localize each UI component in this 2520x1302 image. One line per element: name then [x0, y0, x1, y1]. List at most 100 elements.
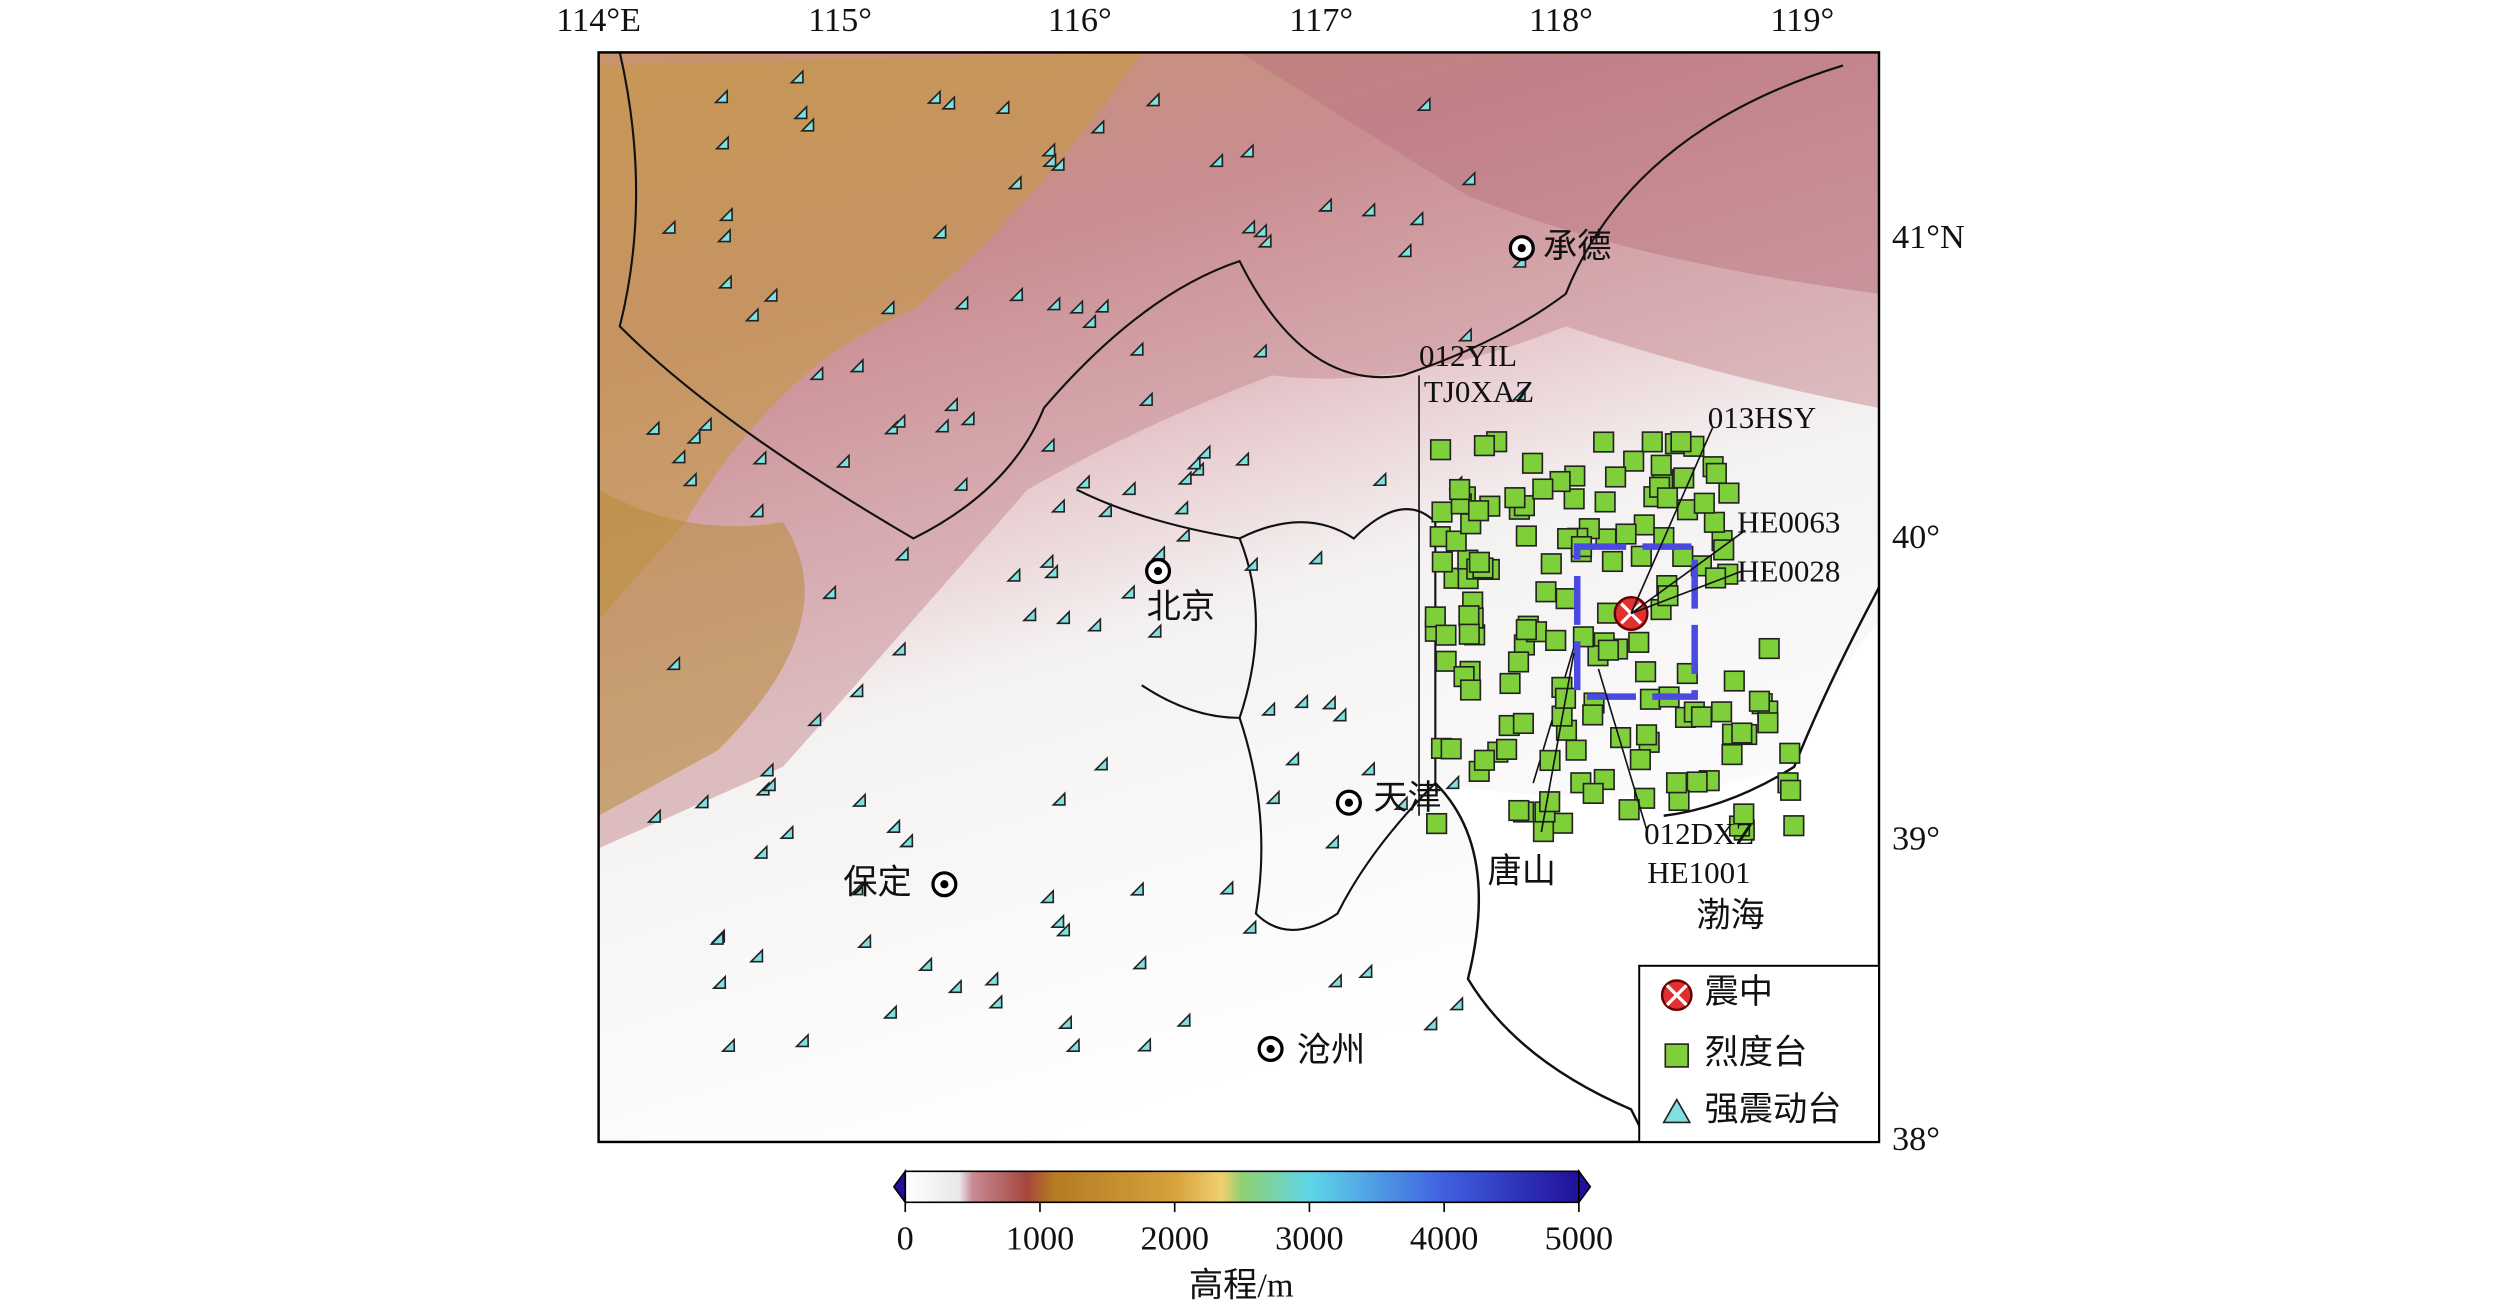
lat-label: 40° [1892, 518, 1940, 556]
intensity-station [1629, 749, 1651, 771]
strong-motion-station [1219, 880, 1234, 895]
intensity-station [1440, 738, 1462, 760]
strong-motion-station [1069, 299, 1084, 314]
intensity-station [1758, 637, 1780, 660]
strong-motion-station [1397, 242, 1412, 258]
strong-motion-station [898, 833, 914, 848]
intensity-station [1610, 727, 1632, 749]
strong-motion-station [761, 776, 776, 792]
strong-motion-station [1075, 474, 1091, 489]
intensity-station [1597, 639, 1619, 661]
intensity-station [1748, 690, 1771, 712]
strong-motion-station [671, 449, 686, 464]
intensity-station [1426, 812, 1448, 835]
strong-motion-station [1086, 617, 1102, 632]
strong-motion-station [1423, 1016, 1438, 1031]
legend-label: 烈度台 [1704, 1033, 1807, 1071]
intensity-station [1650, 454, 1672, 476]
map-frame [597, 51, 1881, 1144]
strong-motion-station [1094, 298, 1109, 313]
intensity-station [1435, 650, 1457, 672]
intensity-station [1445, 530, 1467, 552]
strong-motion-station [748, 948, 764, 963]
intensity-station [1424, 606, 1446, 628]
intensity-station [1593, 431, 1615, 453]
strong-motion-station [856, 933, 872, 948]
intensity-station [1555, 588, 1577, 610]
strong-motion-station [1308, 550, 1323, 565]
strong-motion-station [1051, 791, 1066, 806]
strong-motion-station [1042, 152, 1057, 167]
strong-motion-station [917, 956, 933, 971]
strong-motion-station [789, 69, 804, 84]
intensity-station [1563, 488, 1585, 510]
strong-motion-station [1361, 202, 1376, 217]
strong-motion-station [988, 994, 1003, 1009]
strong-motion-station [1097, 502, 1113, 518]
station-label: 013HSY [1708, 400, 1816, 435]
strong-motion-station [1041, 142, 1056, 157]
strong-motion-station [665, 655, 681, 671]
strong-motion-station [849, 358, 864, 373]
strong-motion-station [1040, 437, 1055, 452]
intensity-station [1721, 743, 1743, 766]
strong-motion-station [1090, 119, 1105, 134]
strong-motion-station [1240, 219, 1256, 234]
strong-motion-station [713, 88, 729, 104]
intensity-station [1473, 749, 1496, 771]
strong-motion-station [1039, 888, 1055, 904]
intensity-station [1515, 619, 1537, 641]
strong-motion-station [849, 682, 864, 698]
intensity-station [1540, 553, 1562, 575]
colorbar-tick-label: 0 [897, 1219, 914, 1257]
lon-label: 114°E [556, 1, 641, 39]
intensity-station [1731, 722, 1753, 744]
strong-motion-station [1057, 1014, 1073, 1030]
strong-motion-station [1043, 563, 1059, 579]
strong-motion-station [932, 224, 947, 239]
lat-label: 39° [1892, 820, 1940, 858]
strong-motion-station [1449, 996, 1464, 1011]
intensity-station [1633, 514, 1655, 536]
intensity-station [1539, 791, 1561, 813]
intensity-station [1623, 450, 1645, 472]
intensity-station [1703, 511, 1726, 533]
leader-lines [1540, 427, 1746, 833]
intensity-station [1521, 452, 1544, 474]
station-label: 012DXZ [1644, 816, 1754, 851]
station-label: HE1001 [1647, 855, 1750, 890]
station-label: TJ0XAZ [1424, 374, 1534, 409]
station-label: HE0063 [1737, 505, 1840, 540]
intensity-station [1512, 712, 1535, 735]
lon-label: 118° [1529, 1, 1593, 39]
study-box [1573, 543, 1698, 700]
strong-motion-station [1358, 963, 1373, 978]
intensity-station [1779, 742, 1801, 764]
strong-motion-station [793, 104, 808, 120]
strong-motion-station [1252, 343, 1267, 358]
strong-motion-station [885, 818, 901, 833]
strong-motion-station [1416, 96, 1431, 112]
legend-label: 震中 [1704, 973, 1773, 1011]
colorbar-tick-label: 2000 [1140, 1219, 1209, 1257]
strong-motion-station [880, 299, 895, 315]
station-label: 012YIL [1419, 338, 1517, 373]
strong-motion-station [1175, 527, 1190, 542]
intensity-station [1615, 523, 1637, 545]
intensity-station [1431, 551, 1453, 573]
strong-motion-station [694, 794, 709, 809]
strong-motion-station [1284, 751, 1300, 766]
intensity-station [1551, 812, 1574, 834]
intensity-station [1582, 704, 1604, 726]
strong-motion-station [1093, 756, 1108, 771]
colorbar [892, 1168, 1592, 1205]
city-label: 天津 [1373, 779, 1442, 817]
legend: 震中 烈度台 强震动台 [1638, 964, 1880, 1143]
strong-motion-station [1461, 170, 1476, 186]
strong-motion-station [1239, 143, 1254, 158]
strong-motion-station [1265, 789, 1280, 805]
intensity-station [1630, 545, 1652, 567]
strong-motion-station [744, 307, 759, 322]
city-label: 沧州 [1297, 1032, 1366, 1070]
